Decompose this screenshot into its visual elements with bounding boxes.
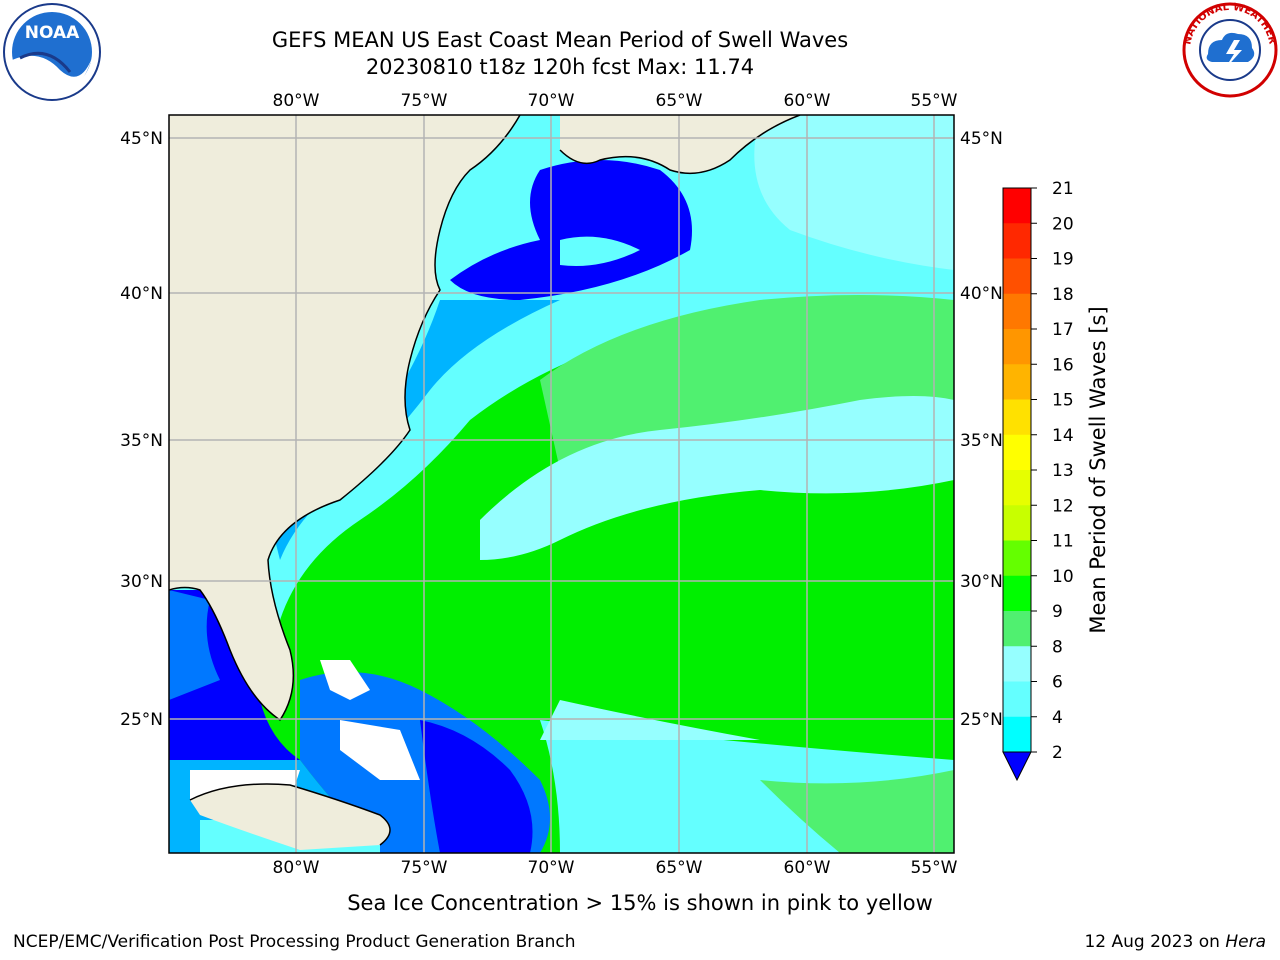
nws-logo: NATIONAL WEATHER SERVICE bbox=[1178, 0, 1278, 98]
lon-ticks-bottom: 80°W 75°W 70°W 65°W 60°W 55°W bbox=[273, 858, 958, 878]
lon-tick-label: 55°W bbox=[911, 91, 958, 111]
colorbar-swatch bbox=[1003, 646, 1031, 682]
colorbar-swatch bbox=[1003, 293, 1031, 330]
footer-date-text: 12 Aug 2023 on bbox=[1084, 932, 1226, 952]
lat-tick-label: 40°N bbox=[960, 284, 1003, 304]
swell-zone-blue-ne bbox=[450, 160, 692, 300]
colorbar-swatch bbox=[1003, 716, 1031, 753]
colorbar-tick-label: 4 bbox=[1052, 708, 1063, 728]
footer-date: 12 Aug 2023 on Hera bbox=[1084, 932, 1266, 952]
coastline-cuba bbox=[189, 783, 391, 846]
colorbar-extend-triangle bbox=[1002, 751, 1032, 782]
coastline-us bbox=[169, 115, 521, 722]
colorbar-tick-label: 9 bbox=[1052, 602, 1063, 622]
colorbar-swatch bbox=[1003, 399, 1031, 436]
lon-tick-label: 60°W bbox=[784, 91, 831, 111]
colorbar-swatch bbox=[1003, 575, 1031, 612]
swell-zone-lightcyan-mid bbox=[480, 396, 954, 560]
colorbar-label: Mean Period of Swell Waves [s] bbox=[1086, 306, 1110, 634]
colorbar-swatch bbox=[1003, 223, 1031, 259]
lon-tick-label: 55°W bbox=[911, 858, 958, 878]
colorbar-tick-label: 15 bbox=[1052, 391, 1074, 411]
footer-credit: NCEP/EMC/Verification Post Processing Pr… bbox=[13, 932, 576, 952]
lon-tick-label: 75°W bbox=[401, 858, 448, 878]
swell-zone-gulf-edge bbox=[169, 590, 220, 700]
map-gridlines bbox=[169, 115, 954, 853]
lon-ticks-top: 80°W 75°W 70°W 65°W 60°W 55°W bbox=[273, 91, 958, 111]
lat-ticks-right: 45°N 40°N 35°N 30°N 25°N bbox=[960, 129, 1003, 730]
chart-subtitle: 20230810 t18z 120h fcst Max: 11.74 bbox=[365, 55, 755, 79]
colorbar-tick-label: 6 bbox=[1052, 673, 1063, 693]
lon-tick-label: 65°W bbox=[656, 91, 703, 111]
colorbar-swatch bbox=[1003, 364, 1031, 400]
chart-title: GEFS MEAN US East Coast Mean Period of S… bbox=[271, 28, 849, 52]
colorbar bbox=[1003, 188, 1031, 753]
colorbar-swatch bbox=[1003, 434, 1031, 471]
colorbar-swatch bbox=[1003, 329, 1031, 365]
colorbar-swatch bbox=[1003, 258, 1031, 295]
land-canada-maritimes bbox=[560, 115, 800, 174]
colorbar-tick-label: 2 bbox=[1052, 743, 1063, 763]
lat-tick-label: 40°N bbox=[120, 284, 163, 304]
colorbar-tick-label: 13 bbox=[1052, 461, 1074, 481]
colorbar-tick-label: 11 bbox=[1052, 532, 1074, 552]
lon-tick-label: 80°W bbox=[273, 858, 320, 878]
lat-ticks-left: 45°N 40°N 35°N 30°N 25°N bbox=[120, 129, 163, 730]
lon-tick-label: 70°W bbox=[528, 91, 575, 111]
swell-zone-lightcyan-south bbox=[540, 700, 760, 740]
swell-zone-lightcyan-ne bbox=[754, 115, 954, 270]
map-field bbox=[169, 115, 954, 853]
colorbar-tick-label: 10 bbox=[1052, 567, 1074, 587]
lat-tick-label: 35°N bbox=[960, 431, 1003, 451]
lat-tick-label: 30°N bbox=[120, 572, 163, 592]
colorbar-swatch bbox=[1003, 540, 1031, 577]
masked-area-bahamas-2 bbox=[340, 720, 420, 780]
lon-tick-label: 65°W bbox=[656, 858, 703, 878]
colorbar-swatch bbox=[1003, 505, 1031, 541]
noaa-logo-text: NOAA bbox=[25, 23, 80, 43]
swell-zone-lightgreen-se bbox=[760, 770, 954, 853]
lat-tick-label: 35°N bbox=[120, 431, 163, 451]
lat-tick-label: 25°N bbox=[960, 710, 1003, 730]
colorbar-swatch bbox=[1003, 470, 1031, 506]
colorbar-tick-label: 19 bbox=[1052, 250, 1074, 270]
colorbar-tick-label: 16 bbox=[1052, 355, 1074, 375]
sea-ice-note: Sea Ice Concentration > 15% is shown in … bbox=[0, 891, 1280, 915]
colorbar-swatch bbox=[1003, 681, 1031, 718]
colorbar-swatch bbox=[1003, 611, 1031, 647]
colorbar-tick-label: 17 bbox=[1052, 320, 1074, 340]
lat-tick-label: 30°N bbox=[960, 572, 1003, 592]
lon-tick-label: 60°W bbox=[784, 858, 831, 878]
colorbar-tick-label: 20 bbox=[1052, 214, 1074, 234]
lon-tick-label: 70°W bbox=[528, 858, 575, 878]
swell-zone-cyan-ne-patch bbox=[560, 236, 640, 266]
colorbar-tick-label: 21 bbox=[1052, 179, 1074, 199]
lon-tick-label: 80°W bbox=[273, 91, 320, 111]
sea-ice-note-text: Sea Ice Concentration > 15% is shown in … bbox=[347, 891, 933, 915]
colorbar-ticks: 21 20 19 18 17 16 15 14 13 12 11 10 9 8 6 4 2 bbox=[1031, 179, 1074, 763]
noaa-logo: NOAA bbox=[3, 3, 101, 101]
lat-tick-label: 45°N bbox=[120, 129, 163, 149]
lat-tick-label: 25°N bbox=[120, 710, 163, 730]
colorbar-swatch bbox=[1003, 188, 1031, 224]
coastline-canada bbox=[559, 115, 801, 175]
colorbar-tick-label: 18 bbox=[1052, 285, 1074, 305]
colorbar-tick-label: 8 bbox=[1052, 637, 1063, 657]
masked-area-bahamas-1 bbox=[320, 660, 370, 700]
lat-tick-label: 45°N bbox=[960, 129, 1003, 149]
colorbar-tick-label: 14 bbox=[1052, 426, 1074, 446]
colorbar-tick-label: 12 bbox=[1052, 496, 1074, 516]
lon-tick-label: 75°W bbox=[401, 91, 448, 111]
footer-machine: Hera bbox=[1225, 932, 1266, 952]
map-frame bbox=[168, 114, 955, 854]
land-cuba bbox=[190, 784, 390, 850]
swell-zone-blue-caribbean bbox=[420, 720, 533, 853]
land-us-east-coast bbox=[169, 115, 520, 720]
